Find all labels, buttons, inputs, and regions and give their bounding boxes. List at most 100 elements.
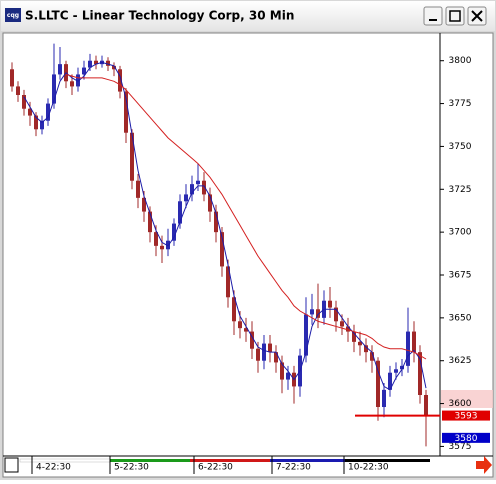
x-tick-label: 5-22:30 xyxy=(114,463,149,473)
candle-body xyxy=(376,360,380,407)
candle-body xyxy=(142,197,146,212)
candle-body xyxy=(274,352,278,363)
candle-body xyxy=(112,65,116,70)
candle-body xyxy=(16,86,20,95)
candle-body xyxy=(358,341,362,346)
maximize-glyph xyxy=(449,10,461,22)
candle-body xyxy=(388,372,392,390)
candle-body xyxy=(82,67,86,75)
candle-body xyxy=(400,365,404,370)
candle-body xyxy=(280,362,284,380)
candle-body xyxy=(304,314,308,356)
candle-body xyxy=(262,343,266,361)
candle-body xyxy=(106,60,110,66)
minimize-button[interactable] xyxy=(423,6,443,26)
candle-body xyxy=(316,309,320,318)
corner-box[interactable] xyxy=(4,457,19,473)
candle-body xyxy=(172,223,176,241)
candle-body xyxy=(250,331,254,349)
candle-body xyxy=(244,328,248,332)
candle-body xyxy=(340,321,344,327)
candle-body xyxy=(148,211,152,233)
y-tick-label: 3650 xyxy=(449,313,472,323)
candle-body xyxy=(424,395,428,416)
candle-body xyxy=(154,232,158,246)
price-tag-label: 3580 xyxy=(455,434,478,444)
y-tick-label: 3575 xyxy=(449,442,472,452)
price-tag-label: 3593 xyxy=(455,412,478,422)
candle-body xyxy=(232,297,236,322)
y-tick-label: 3750 xyxy=(449,142,472,152)
moving-average-line xyxy=(23,61,427,391)
candle-body xyxy=(328,300,332,308)
y-tick-label: 3600 xyxy=(449,399,472,409)
candle-body xyxy=(52,74,56,104)
candle-body xyxy=(208,194,212,212)
candle-body xyxy=(88,60,92,68)
moving-average-line xyxy=(65,73,427,360)
candle-body xyxy=(238,321,242,329)
session-bar xyxy=(345,459,430,462)
x-tick-label: 4-22:30 xyxy=(36,463,71,473)
close-glyph xyxy=(471,10,483,22)
candle-body xyxy=(418,352,422,395)
candle-body xyxy=(346,326,350,332)
window-title: S.LLTC - Linear Technology Corp, 30 Min xyxy=(25,9,294,23)
candle-body xyxy=(256,348,260,361)
candle-body xyxy=(310,309,314,315)
x-tick-label: 10-22:30 xyxy=(348,463,389,473)
candle-body xyxy=(214,211,218,233)
candle-body xyxy=(268,343,272,353)
candle-body xyxy=(352,331,356,342)
candle-body xyxy=(202,180,206,195)
candle-body xyxy=(334,307,338,322)
candle-body xyxy=(34,115,38,130)
candle-body xyxy=(46,103,50,121)
title-bar xyxy=(1,1,495,31)
window-buttons[interactable] xyxy=(423,6,487,26)
candle-body xyxy=(58,64,62,75)
candle-body xyxy=(406,331,410,366)
candle-body xyxy=(184,194,188,202)
app-icon-glyph: cqg xyxy=(7,12,19,19)
session-bar xyxy=(110,459,190,462)
candle-body xyxy=(382,389,386,407)
candle-body xyxy=(118,69,122,92)
chart-panel xyxy=(2,32,494,478)
candle-body xyxy=(220,232,224,267)
y-tick-label: 3725 xyxy=(449,185,472,195)
candle-body xyxy=(28,108,32,116)
session-bar xyxy=(270,459,345,462)
candle-body xyxy=(370,352,374,361)
candle-body xyxy=(364,345,368,353)
candle-body xyxy=(160,245,164,250)
y-tick-label: 3800 xyxy=(449,56,472,66)
maximize-button[interactable] xyxy=(445,6,465,26)
candle-body xyxy=(76,74,80,87)
scroll-arrow[interactable] xyxy=(476,456,492,474)
candle-body xyxy=(124,91,128,133)
price-highlight xyxy=(441,390,493,408)
candle-body xyxy=(94,60,98,65)
candle-body xyxy=(70,81,74,87)
candle-body xyxy=(136,180,140,198)
price-tag xyxy=(442,432,490,443)
y-tick-label: 3675 xyxy=(449,271,472,281)
candle-body xyxy=(130,132,134,181)
candle-body xyxy=(196,180,200,185)
session-bar xyxy=(190,459,270,462)
candle-body xyxy=(286,372,290,380)
candle-body xyxy=(178,201,182,224)
candle-body xyxy=(226,266,230,298)
candle-body xyxy=(190,184,194,195)
candle-body xyxy=(394,369,398,373)
app-icon xyxy=(5,8,21,22)
x-tick-label: 7-22:30 xyxy=(276,463,311,473)
candle-body xyxy=(10,69,14,87)
candle-body xyxy=(22,95,26,109)
y-tick-label: 3700 xyxy=(449,228,472,238)
price-tag xyxy=(442,410,490,421)
y-tick-label: 3775 xyxy=(449,99,472,109)
